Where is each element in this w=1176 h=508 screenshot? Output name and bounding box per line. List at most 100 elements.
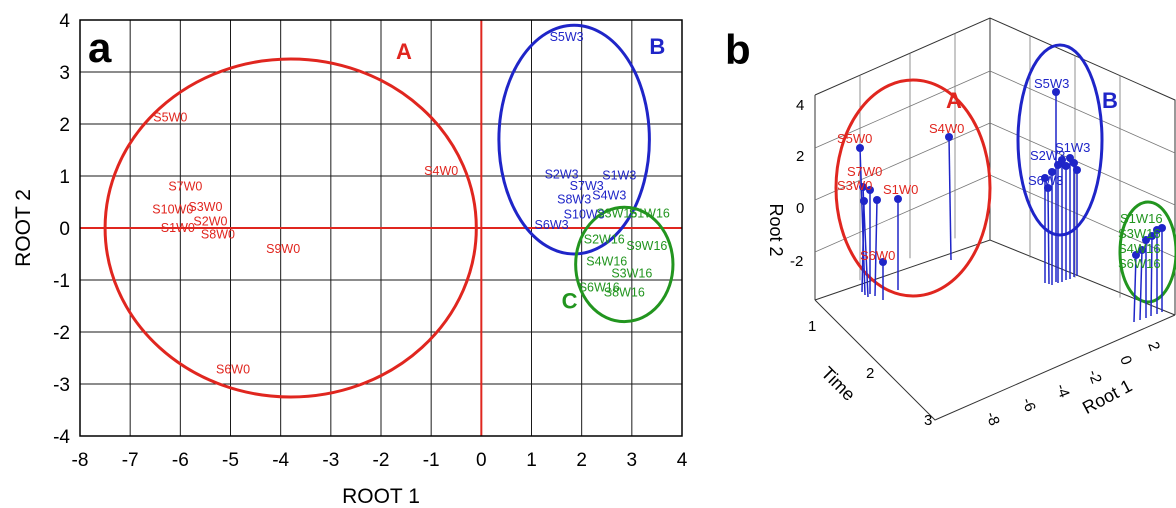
point-label: S10W3 bbox=[564, 208, 605, 222]
x-tick-label: -7 bbox=[122, 450, 139, 471]
point-label: S6W16 bbox=[1118, 256, 1161, 271]
point-label: S6W3 bbox=[535, 218, 569, 232]
point-label: S3W16 bbox=[611, 266, 652, 280]
group-b-points bbox=[1041, 88, 1081, 192]
box-grid-line bbox=[989, 70, 1176, 154]
group-c-points bbox=[1132, 224, 1166, 259]
data-point bbox=[1142, 236, 1150, 244]
x-tick-label: -1 bbox=[423, 450, 440, 471]
data-point bbox=[894, 195, 902, 203]
y-tick-label: -4 bbox=[53, 427, 70, 448]
root2-tick: 4 bbox=[796, 97, 804, 114]
data-point bbox=[1148, 232, 1156, 240]
chart-b: b 4 2 0 -2 Root 2 1 2 3 Time 2 0 -2 -4 -… bbox=[725, 17, 1176, 429]
time-axis-title: Time bbox=[817, 363, 859, 405]
point-label: S8W16 bbox=[604, 286, 645, 300]
group-a-3d: A S5W0 S4W0 S7W0 S3W0 S1W0 S6W0 bbox=[834, 78, 992, 300]
x-tick-label: -2 bbox=[373, 450, 390, 471]
y-tick-label: 4 bbox=[59, 11, 70, 32]
point-label: S2W3 bbox=[1030, 148, 1065, 163]
panel-letter-a: a bbox=[88, 24, 112, 71]
time-tick: 3 bbox=[924, 412, 932, 429]
point-label: S1W0 bbox=[883, 182, 918, 197]
root2-tick: -2 bbox=[790, 253, 803, 270]
root1-tick: -2 bbox=[1084, 368, 1105, 386]
group-b-letter: B bbox=[649, 34, 665, 59]
point-label: S9W0 bbox=[266, 242, 300, 256]
root1-tick: 2 bbox=[1144, 340, 1163, 354]
group-a-stems bbox=[859, 136, 952, 300]
group-ellipses bbox=[103, 23, 675, 399]
group-c-ellipse bbox=[574, 205, 675, 324]
group-c-labels: S1W16 S3W16 S4W16 S6W16 bbox=[1118, 211, 1163, 271]
x-tick-label: 3 bbox=[627, 450, 638, 471]
group-a-points bbox=[856, 133, 953, 266]
y-axis-title: ROOT 2 bbox=[12, 189, 35, 267]
y-tick-label: 2 bbox=[59, 115, 70, 136]
y-tick-label: -1 bbox=[53, 271, 70, 292]
point-label: S9W16 bbox=[626, 239, 667, 253]
y-tick-label: -2 bbox=[53, 323, 70, 344]
x-tick-label: 1 bbox=[526, 450, 537, 471]
data-point bbox=[879, 258, 887, 266]
point-label: S1W16 bbox=[1120, 211, 1163, 226]
data-point bbox=[945, 133, 953, 141]
time-tick: 2 bbox=[866, 365, 874, 382]
point-label: S4W0 bbox=[424, 164, 458, 178]
box-grid-line bbox=[814, 122, 991, 201]
group-a-letter: A bbox=[946, 88, 962, 113]
root2-ticks: 4 2 0 -2 bbox=[790, 97, 804, 270]
group-b-3d: B S5W3 S1W3 S2W3 S6W3 bbox=[1016, 43, 1118, 285]
root2-tick: 2 bbox=[796, 148, 804, 165]
root2-axis-title: Root 2 bbox=[766, 203, 786, 256]
point-label: S8W0 bbox=[201, 227, 235, 241]
x-tick-labels: -8 -7 -6 -5 -4 -3 -2 -1 0 1 2 3 4 bbox=[72, 450, 688, 471]
group-a-ellipse bbox=[834, 78, 992, 298]
group-b-ellipse bbox=[497, 23, 651, 256]
root1-tick: -6 bbox=[1018, 396, 1039, 414]
group-b-ellipse bbox=[1016, 43, 1104, 237]
data-point bbox=[1132, 251, 1140, 259]
x-tick-label: -4 bbox=[272, 450, 289, 471]
point-label: S5W0 bbox=[153, 110, 187, 124]
point-label: S2W0 bbox=[193, 214, 227, 228]
x-tick-label: 0 bbox=[476, 450, 487, 471]
point-label: S5W3 bbox=[550, 30, 584, 44]
point-label: S4W3 bbox=[592, 188, 626, 202]
group-b-letter: B bbox=[1102, 88, 1118, 113]
x-tick-label: 2 bbox=[576, 450, 587, 471]
point-label: S5W3 bbox=[1034, 76, 1069, 91]
point-label: S1W16 bbox=[629, 207, 670, 221]
point-label: S1W0 bbox=[161, 221, 195, 235]
group-a-letter: A bbox=[396, 39, 412, 64]
data-point bbox=[1052, 88, 1060, 96]
point-label: S10W0 bbox=[152, 202, 193, 216]
root2-tick: 0 bbox=[796, 200, 804, 217]
data-point bbox=[1062, 162, 1070, 170]
point-label: S1W3 bbox=[602, 169, 636, 183]
x-tick-label: -5 bbox=[222, 450, 239, 471]
point-label: S3W16 bbox=[1118, 226, 1161, 241]
y-tick-label: -3 bbox=[53, 375, 70, 396]
zero-lines bbox=[80, 20, 682, 436]
point-label: S4W16 bbox=[1118, 241, 1161, 256]
group-letters: A B C bbox=[396, 34, 665, 314]
group-a-ellipse bbox=[103, 57, 478, 399]
point-label: S7W0 bbox=[847, 164, 882, 179]
time-tick: 1 bbox=[808, 318, 816, 335]
x-tick-label: -6 bbox=[172, 450, 189, 471]
x-tick-label: 4 bbox=[677, 450, 688, 471]
root1-tick: 0 bbox=[1116, 354, 1135, 368]
data-point bbox=[873, 196, 881, 204]
root1-tick: -4 bbox=[1052, 382, 1073, 400]
group-b-stems bbox=[1044, 92, 1078, 285]
group-b-labels: S5W3 S1W3 S2W3 S6W3 bbox=[1028, 76, 1090, 188]
root1-tick: -8 bbox=[982, 410, 1003, 428]
plot-frame bbox=[79, 19, 683, 437]
time-ticks: 1 2 3 bbox=[808, 318, 932, 429]
point-label: S3W0 bbox=[837, 178, 872, 193]
data-point bbox=[856, 144, 864, 152]
y-tick-label: 0 bbox=[59, 219, 70, 240]
